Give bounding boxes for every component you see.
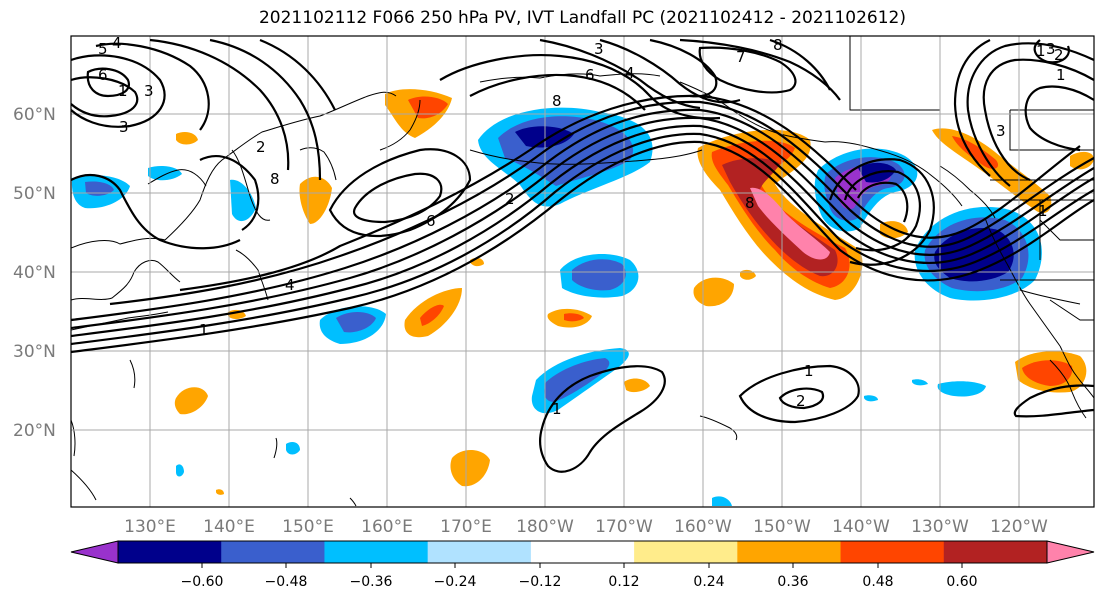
- colorbar-segment: [221, 541, 325, 563]
- colorbar-tick-label: −0.60: [181, 574, 224, 590]
- contour-label: 1: [552, 400, 562, 418]
- map-frame: [70, 35, 1095, 508]
- lon-label: 150°W: [753, 517, 811, 537]
- colorbar-tick-label: −0.36: [350, 574, 393, 590]
- contour-label: 8: [270, 170, 280, 188]
- colorbar-tick-label: 0.12: [608, 574, 639, 590]
- contour-label: 4: [112, 34, 122, 52]
- colorbar-segment: [634, 541, 738, 563]
- colorbar-tick-label: −0.24: [434, 574, 477, 590]
- colorbar-tick-label: 0.24: [693, 574, 724, 590]
- colorbar-tick-label: −0.48: [265, 574, 308, 590]
- contour-labels: 5 4 6 1 3 3 8 2 2 6 6 4 8 7 8 3 4 1 1 1 …: [98, 34, 1066, 418]
- colorbar-segment: [427, 541, 532, 563]
- lon-label: 120°W: [990, 517, 1048, 537]
- contour-label: 4: [625, 64, 635, 82]
- colorbar-segment: [530, 541, 635, 563]
- lat-label: 60°N: [13, 105, 56, 125]
- colorbar-segments: [71, 541, 1094, 563]
- contour-label: 8: [552, 92, 562, 110]
- gridlines: [71, 36, 1094, 507]
- contour-label: 3: [594, 40, 604, 58]
- colorbar-ticks: [201, 563, 963, 568]
- lon-label: 170°E: [440, 517, 492, 537]
- contour-label: 1: [199, 321, 209, 339]
- contour-label: 3: [996, 122, 1006, 140]
- colorbar-tick-labels: −0.60 −0.48 −0.36 −0.24 −0.12 0.12 0.24 …: [181, 574, 978, 590]
- latitude-labels: 60°N 50°N 40°N 30°N 20°N: [13, 105, 56, 441]
- contour-label: 3: [1046, 40, 1056, 58]
- colorbar-tick-label: 0.48: [862, 574, 893, 590]
- contour-label: 5: [98, 40, 108, 58]
- contour-label: 2: [505, 190, 515, 208]
- contour-label: 1: [1036, 42, 1046, 60]
- colorbar-segment: [943, 541, 1048, 563]
- contour-label: 2: [1054, 46, 1064, 64]
- colorbar-frame: [117, 540, 1048, 564]
- lat-label: 20°N: [13, 421, 56, 441]
- lat-label: 40°N: [13, 263, 56, 283]
- contour-label: 1: [1056, 66, 1066, 84]
- contour-label: 2: [256, 138, 266, 156]
- lon-label: 160°W: [674, 517, 732, 537]
- figure-title: 2021102112 F066 250 hPa PV, IVT Landfall…: [258, 8, 906, 28]
- colorbar-tick-label: 0.60: [946, 574, 977, 590]
- contour-label: 6: [98, 66, 108, 84]
- lon-label: 130°E: [124, 517, 176, 537]
- colorbar-segment: [1047, 541, 1094, 563]
- contour-label: 2: [796, 392, 806, 410]
- lon-label: 170°W: [595, 517, 653, 537]
- lon-label: 180°W: [516, 517, 574, 537]
- contour-label: 6: [585, 66, 595, 84]
- contour-label: 6: [426, 212, 436, 230]
- colorbar-segment: [737, 541, 842, 563]
- colorbar-tick-label: 0.36: [777, 574, 808, 590]
- contour-label: 1: [804, 362, 814, 380]
- lon-label: 140°W: [832, 517, 890, 537]
- longitude-labels: 130°E 140°E 150°E 160°E 170°E 180°W 170°…: [124, 517, 1048, 537]
- lon-label: 160°E: [361, 517, 413, 537]
- map-panel: 5 4 6 1 3 3 8 2 2 6 6 4 8 7 8 3 4 1 1 1 …: [71, 34, 1094, 507]
- contour-label: 8: [773, 36, 783, 54]
- contour-label: 1: [1038, 202, 1048, 220]
- colorbar-segment: [840, 541, 945, 563]
- contour-label: 7: [736, 48, 746, 66]
- colorbar-segment: [71, 541, 118, 563]
- contour-label: 8: [745, 194, 755, 212]
- contour-label: 1: [118, 82, 128, 100]
- lon-label: 140°E: [203, 517, 255, 537]
- lon-label: 150°E: [282, 517, 334, 537]
- lon-label: 130°W: [911, 517, 969, 537]
- contour-label: 3: [144, 82, 154, 100]
- contour-label: 3: [119, 118, 129, 136]
- ivt-contours: [71, 38, 1094, 473]
- colorbar-tick-label: −0.12: [519, 574, 562, 590]
- contour-label: 4: [285, 276, 295, 294]
- lat-label: 30°N: [13, 342, 56, 362]
- lat-label: 50°N: [13, 184, 56, 204]
- colorbar-segment: [118, 541, 222, 563]
- colorbar-segment: [324, 541, 429, 563]
- colorbar: −0.60 −0.48 −0.36 −0.24 −0.12 0.12 0.24 …: [70, 540, 1095, 590]
